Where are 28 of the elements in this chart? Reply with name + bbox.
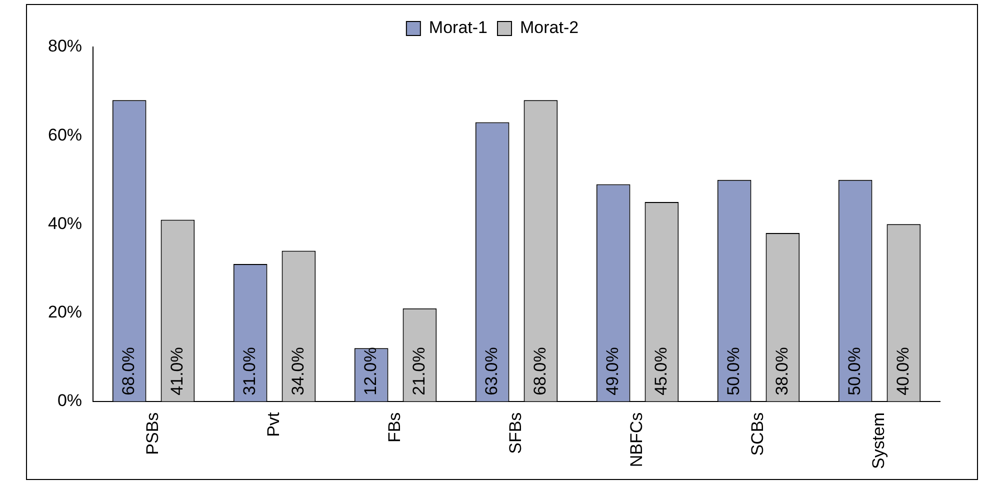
y-tick-label: 60%	[48, 125, 82, 144]
data-label: 12.0%	[361, 347, 380, 396]
data-label: 34.0%	[288, 347, 308, 396]
x-tick-label: PSBs	[143, 412, 162, 455]
x-tick-label: System	[869, 412, 888, 470]
data-label: 38.0%	[772, 347, 792, 396]
data-label: 40.0%	[893, 347, 912, 396]
x-tick-label: SFBs	[506, 412, 526, 454]
x-tick-label: NBFCs	[627, 412, 646, 468]
data-label: 45.0%	[651, 347, 670, 396]
legend-label: Morat-2	[520, 18, 579, 38]
data-label: 68.0%	[119, 347, 138, 396]
data-label: 50.0%	[844, 347, 864, 396]
x-tick-label: Pvt	[264, 412, 284, 437]
data-label: 50.0%	[724, 347, 743, 396]
y-tick-label: 80%	[48, 36, 82, 56]
legend-label: Morat-1	[428, 18, 488, 38]
data-label: 21.0%	[409, 347, 428, 396]
data-label: 41.0%	[167, 347, 186, 396]
y-tick-label: 40%	[48, 214, 82, 233]
y-tick-label: 20%	[48, 302, 82, 322]
data-label: 49.0%	[602, 347, 622, 396]
data-label: 68.0%	[530, 347, 550, 396]
x-tick-label: FBs	[385, 412, 404, 443]
data-label: 31.0%	[240, 347, 260, 396]
x-tick-label: SCBs	[748, 412, 768, 456]
y-tick-label: 0%	[57, 391, 82, 410]
data-label: 63.0%	[482, 347, 501, 396]
